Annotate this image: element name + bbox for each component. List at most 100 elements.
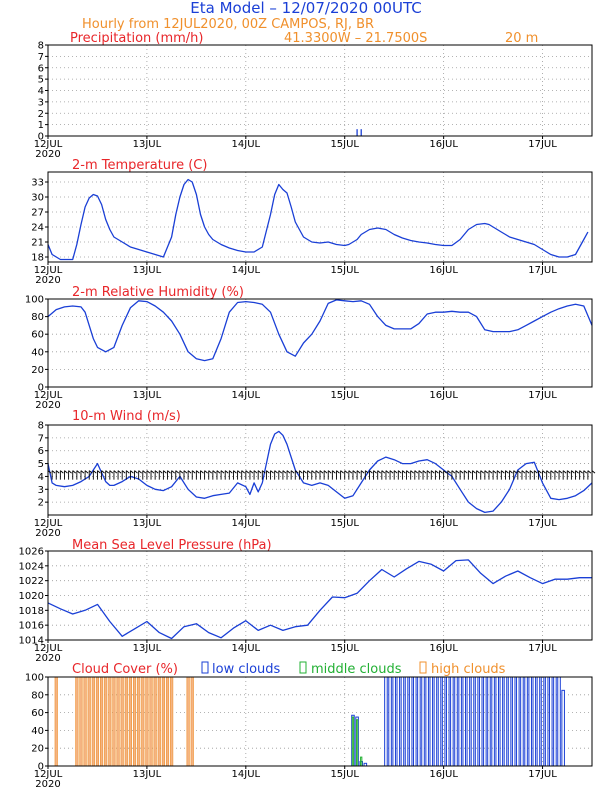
wind-barb-flag (154, 470, 159, 474)
wind-barb-flag (51, 470, 56, 474)
wind-barb-flag (558, 470, 563, 474)
wind-barb-flag (290, 470, 295, 474)
wind-axis-box (47, 424, 593, 516)
wind-barb-flag (117, 470, 122, 474)
cloud-xtick-label: 16JUL (429, 769, 458, 780)
wind-barb-flag (327, 470, 332, 474)
wind-barb-flag (356, 470, 361, 474)
low-cloud-bar (561, 689, 565, 767)
cloud-xtick-label: 17JUL (528, 769, 557, 780)
wind-barb-flag (468, 470, 472, 474)
precip-panel-title: Precipitation (mm/h) (70, 31, 203, 46)
wind-barb-flag (443, 470, 447, 474)
cloud-panel-title: Cloud Cover (%) (72, 662, 178, 677)
wind-barb-flag (175, 470, 180, 474)
wind-barb-flag (208, 470, 213, 474)
wind-barb-flag (130, 470, 134, 474)
mslp-xtick-label: 14JUL (232, 643, 261, 654)
wind-barb-flag (389, 470, 394, 474)
precip-xtick-label: 15JUL (330, 139, 359, 150)
wind-barb-flag (84, 470, 89, 474)
wind-barb-flag (562, 470, 567, 474)
low-cloud-bar (491, 676, 495, 767)
temp-xtick-label: 15JUL (330, 265, 359, 276)
wind-barb-flag (344, 470, 349, 474)
low-cloud-bar (429, 676, 434, 767)
temp-ytick-label: 21 (31, 238, 44, 249)
temp-panel: 18 21 24 27 30 33 12JUL 13JUL 14JUL 15JUL 16JUL 17J… (31, 171, 593, 286)
mslp-ytick-label: 1018 (19, 606, 44, 617)
wind-barb-flag (340, 470, 344, 474)
low-cloud-bar (450, 676, 454, 767)
precip-ytick-label: 8 (38, 41, 44, 52)
high-cloud-bar (141, 676, 145, 767)
cloud-xtick-label: 14JUL (232, 769, 261, 780)
low-cloud-bar (425, 676, 429, 767)
cloud-panel: 0 20 40 60 80 100 12JUL 13JUL 14JUL 15JUL 16JUL 17J… (25, 673, 593, 790)
low-cloud-bar (503, 676, 508, 767)
wind-barb-flag (332, 470, 336, 474)
temp-ytick-label: 24 (31, 223, 44, 234)
wind-barb-flag (550, 470, 555, 474)
wind-barb-flag (480, 470, 485, 474)
wind-barb-flag (492, 470, 497, 474)
cloud-axis-box (47, 676, 593, 767)
low-cloud-bar (478, 676, 483, 767)
wind-barb-flag (76, 470, 81, 474)
wind-barb-flag (97, 470, 101, 474)
wind-barb-flag (187, 470, 192, 474)
wind-barb-flag (513, 470, 517, 474)
mslp-ytick-label: 1014 (19, 636, 44, 647)
precip-xtick-label: 16JUL (429, 139, 458, 150)
rh-xtick-label: 17JUL (528, 390, 557, 401)
wind-ytick-label: 3 (38, 485, 44, 496)
high-cloud-bar (157, 676, 161, 767)
wind-ytick-label: 7 (38, 433, 44, 444)
high-cloud-bar (190, 676, 194, 767)
legend-high-swatch (419, 661, 427, 674)
cloud-xtick-label: 15JUL (330, 769, 359, 780)
cloud-ytick-label: 40 (31, 726, 44, 737)
low-cloud-bar (528, 676, 532, 767)
wind-barb-flag (158, 470, 163, 474)
high-cloud-bar (124, 676, 128, 767)
rh-xtick-label: 13JUL (133, 390, 162, 401)
wind-barb-flag (270, 470, 274, 474)
wind-barb-flag (517, 470, 522, 474)
wind-barb-flag (311, 470, 316, 474)
wind-ytick-label: 6 (38, 446, 44, 457)
mslp-ytick-label: 1022 (19, 576, 44, 587)
wind-barb-flag (385, 470, 390, 474)
wind-barb-flag (501, 470, 505, 474)
low-cloud-bar (470, 676, 475, 767)
temperature-panel-title: 2-m Temperature (C) (72, 158, 207, 173)
high-cloud-bar (79, 676, 83, 767)
precip-ytick-label: 4 (38, 86, 44, 97)
wind-barb-flag (418, 470, 423, 474)
wind-barb-flag (571, 470, 575, 474)
wind-barb-flag (579, 470, 583, 474)
cloud-ytick-label: 20 (31, 744, 44, 755)
precip-ytick-label: 5 (38, 75, 44, 86)
wind-barb-flag (422, 470, 427, 474)
wind-barb-flag (138, 470, 142, 474)
mslp-ytick-label: 1020 (19, 591, 44, 602)
rh-year-label: 2020 (35, 400, 60, 411)
temp-xtick-label: 12JUL (34, 265, 63, 276)
legend-high-label: high clouds (431, 662, 506, 677)
wind-barb-flag (393, 470, 398, 474)
wind-barb-flag (488, 470, 493, 474)
wind-ytick-label: 2 (38, 498, 44, 509)
low-cloud-bar (553, 676, 557, 767)
temp-xtick-label: 17JUL (528, 265, 557, 276)
wind-barb-flag (455, 470, 460, 474)
chart-title: Eta Model – 12/07/2020 00UTC (190, 0, 421, 17)
wind-barb-flag (191, 470, 196, 474)
temp-ytick-label: 33 (31, 178, 44, 189)
mslp-ytick-label: 1016 (19, 621, 44, 632)
mslp-year-label: 2020 (35, 653, 60, 664)
rh-axis-box (47, 298, 593, 388)
temp-year-label: 2020 (35, 275, 60, 286)
wind-barb-flag (439, 470, 443, 474)
wind-barb-flag (303, 470, 307, 474)
